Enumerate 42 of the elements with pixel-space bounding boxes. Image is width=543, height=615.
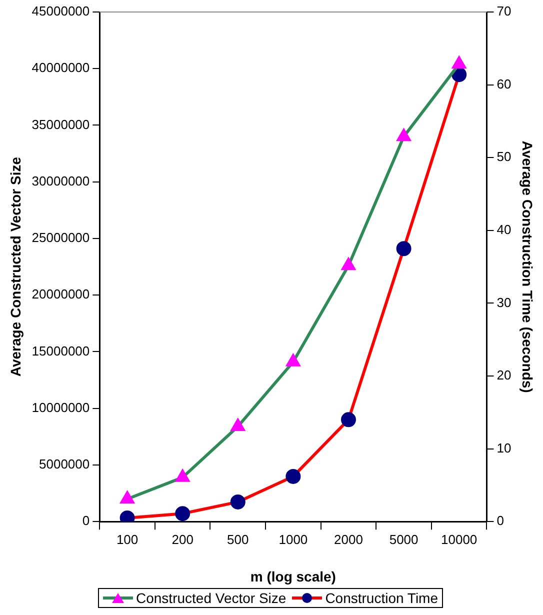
x-tick-label: 500 xyxy=(227,532,249,547)
y-tick-label: 10000000 xyxy=(32,400,90,415)
y2-axis-title: Average Construction Time (seconds) xyxy=(520,140,536,393)
y-tick-label: 45000000 xyxy=(32,4,90,19)
x-tick-label: 2000 xyxy=(334,532,363,547)
point xyxy=(286,468,301,484)
y-axis-title: Average Constructed Vector Size xyxy=(7,156,24,377)
y2-tick-label: 60 xyxy=(496,76,512,92)
y2-tick-label: 50 xyxy=(496,149,512,164)
y2-tick-label: 20 xyxy=(496,368,512,383)
point xyxy=(175,506,190,522)
y-tick-label: 35000000 xyxy=(32,116,90,132)
y2-tick-label: 30 xyxy=(496,294,512,310)
point xyxy=(452,56,466,69)
legend-label: Constructed Vector Size xyxy=(136,590,286,606)
point xyxy=(231,418,245,431)
y-tick-label: 0 xyxy=(82,513,90,528)
point xyxy=(176,470,190,482)
y-tick-label: 20000000 xyxy=(32,286,90,302)
point xyxy=(230,494,246,510)
point xyxy=(396,241,412,256)
point xyxy=(397,129,410,142)
y2-tick-label: 10 xyxy=(496,440,512,456)
y-tick-label: 15000000 xyxy=(32,343,90,358)
point xyxy=(286,354,300,366)
y-tick-label: 40000000 xyxy=(32,60,90,76)
x-tick-label: 10000 xyxy=(441,532,478,547)
point xyxy=(342,258,356,270)
y-tick-label: 5000000 xyxy=(39,456,90,472)
point xyxy=(340,412,356,428)
legend-label: Construction Time xyxy=(325,590,438,606)
x-tick-label: 1000 xyxy=(278,532,308,547)
x-tick-label: 200 xyxy=(172,532,194,547)
y2-tick-label: 40 xyxy=(496,222,512,237)
y-tick-label: 30000000 xyxy=(32,173,90,188)
y2-tick-label: 0 xyxy=(496,513,504,528)
y-tick-label: 25000000 xyxy=(32,230,90,246)
x-tick-label: 100 xyxy=(116,532,138,547)
x-tick-label: 5000 xyxy=(389,532,418,547)
y2-tick-label: 70 xyxy=(496,4,512,19)
point xyxy=(120,491,134,504)
x-axis-title: m (log scale) xyxy=(250,568,336,584)
